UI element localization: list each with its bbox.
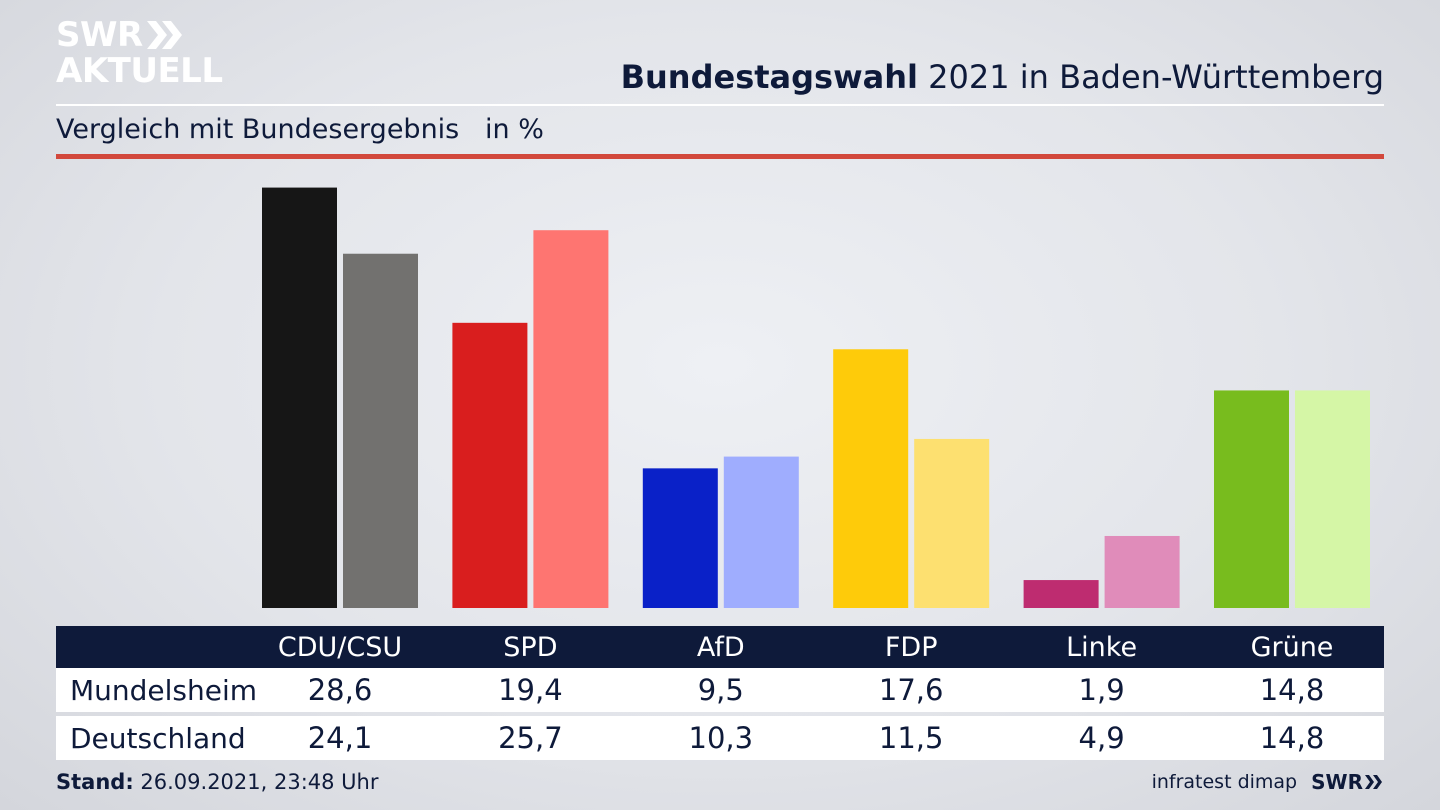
chevron-double-icon — [1365, 775, 1382, 789]
swr-aktuell-logo: SWR AKTUELL — [56, 18, 223, 88]
logo-aktuell-text: AKTUELL — [56, 51, 223, 91]
bar-fdp-deutschland — [914, 438, 990, 608]
stand-label: Stand: — [56, 770, 134, 794]
bar-afd-mundelsheim — [642, 468, 718, 608]
results-table: CDU/CSU SPD AfD FDP Linke Grüne Mundelsheim 2… — [56, 626, 1384, 760]
title-bold: Bundestagswahl — [620, 58, 918, 96]
table-cell-afd: 9,5 — [697, 673, 744, 707]
table-cell-linke: 4,9 — [1078, 721, 1125, 755]
chevron-double-icon — [146, 21, 182, 49]
column-header-cdu-csu: CDU/CSU — [277, 631, 403, 663]
table-cell-cdu-csu: 28,6 — [307, 673, 373, 707]
column-header-gr-ne: Grüne — [1250, 631, 1334, 663]
table-cell-gr-ne: 14,8 — [1259, 721, 1325, 755]
table-cell-fdp: 17,6 — [878, 673, 944, 707]
table-cell-linke: 1,9 — [1078, 673, 1125, 707]
column-header-linke: Linke — [1066, 631, 1138, 663]
table-cell-gr-ne: 14,8 — [1259, 673, 1325, 707]
table-cell-fdp: 11,5 — [878, 721, 944, 755]
table-row-deutschland: Deutschland 24,1 25,7 10,3 11,5 4,9 14,8 — [56, 716, 1384, 760]
accent-divider — [56, 154, 1384, 159]
table-cell-spd: 19,4 — [498, 673, 563, 707]
bar-spd-deutschland — [533, 230, 609, 608]
table-row-mundelsheim: Mundelsheim 28,6 19,4 9,5 17,6 1,9 14,8 — [56, 668, 1384, 712]
header-divider — [56, 104, 1384, 106]
logo-swr-text: SWR — [56, 15, 143, 55]
bar-gr-ne-deutschland — [1295, 390, 1370, 608]
stand-value: 26.09.2021, 23:48 Uhr — [133, 770, 379, 794]
bar-afd-deutschland — [723, 456, 799, 608]
table-header: CDU/CSU SPD AfD FDP Linke Grüne — [56, 626, 1384, 668]
swr-brand-text: SWR — [1311, 770, 1363, 794]
bar-linke-deutschland — [1104, 535, 1180, 608]
column-header-fdp: FDP — [884, 631, 938, 663]
swr-brand: SWR — [1311, 770, 1384, 794]
source-credit: infratest dimap SWR — [1152, 770, 1384, 794]
chart-subtitle: Vergleich mit Bundesergebnis in % — [56, 114, 544, 145]
column-header-spd: SPD — [503, 631, 558, 663]
column-header-afd: AfD — [696, 631, 745, 663]
bar-spd-mundelsheim — [452, 322, 528, 608]
bar-fdp-mundelsheim — [833, 349, 909, 608]
bar-linke-mundelsheim — [1023, 580, 1099, 608]
row-label: Deutschland — [70, 721, 246, 755]
logo-line-1: SWR — [56, 18, 223, 52]
timestamp: Stand: 26.09.2021, 23:48 Uhr — [56, 770, 379, 794]
table-cell-spd: 25,7 — [498, 721, 563, 755]
row-label: Mundelsheim — [70, 673, 258, 707]
table-cell-cdu-csu: 24,1 — [307, 721, 373, 755]
bar-gr-ne-mundelsheim — [1214, 390, 1289, 608]
source-text: infratest dimap — [1151, 771, 1298, 793]
table-cell-afd: 10,3 — [688, 721, 754, 755]
bar-cdu-csu-mundelsheim — [262, 187, 337, 608]
page-title: Bundestagswahl 2021 in Baden-Württemberg — [621, 58, 1384, 96]
bar-cdu-csu-deutschland — [343, 253, 418, 609]
title-rest: 2021 in Baden-Württemberg — [917, 58, 1384, 96]
